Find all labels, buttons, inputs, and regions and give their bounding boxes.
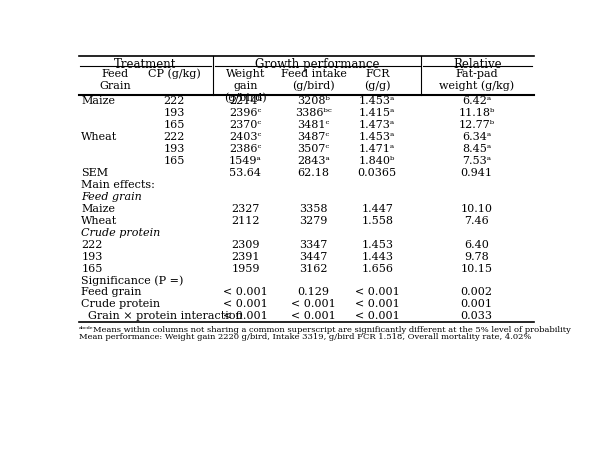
- Text: 0.033: 0.033: [460, 311, 493, 321]
- Text: 0.129: 0.129: [298, 287, 330, 297]
- Text: < 0.001: < 0.001: [223, 299, 268, 309]
- Text: 2214ᵇ: 2214ᵇ: [229, 97, 262, 106]
- Text: 0.941: 0.941: [460, 168, 493, 178]
- Text: 2112: 2112: [231, 216, 260, 226]
- Text: 222: 222: [164, 97, 185, 106]
- Text: 165: 165: [81, 263, 103, 274]
- Text: 2386ᶜ: 2386ᶜ: [229, 144, 262, 154]
- Text: Feed intake
(g/bird): Feed intake (g/bird): [281, 69, 347, 92]
- Text: 2370ᶜ: 2370ᶜ: [229, 120, 262, 130]
- Text: 1.558: 1.558: [361, 216, 393, 226]
- Text: 1.471ᵃ: 1.471ᵃ: [359, 144, 395, 154]
- Text: Growth performance: Growth performance: [256, 58, 380, 71]
- Text: 222: 222: [81, 239, 103, 250]
- Text: FCR
(g/g): FCR (g/g): [364, 69, 391, 92]
- Text: 6.34ᵃ: 6.34ᵃ: [462, 132, 491, 142]
- Text: 9.78: 9.78: [464, 252, 489, 262]
- Text: Means within columns not sharing a common superscript are significantly differen: Means within columns not sharing a commo…: [93, 326, 571, 334]
- Text: 1549ᵃ: 1549ᵃ: [229, 156, 262, 166]
- Text: 2403ᶜ: 2403ᶜ: [229, 132, 262, 142]
- Text: Significance (P =): Significance (P =): [81, 276, 184, 286]
- Text: 10.10: 10.10: [460, 204, 493, 214]
- Text: Feed grain: Feed grain: [81, 192, 142, 202]
- Text: Maize: Maize: [81, 204, 115, 214]
- Text: Fat-pad
weight (g/kg): Fat-pad weight (g/kg): [439, 69, 514, 92]
- Text: Mean performance: Weight gain 2220 g/bird, Intake 3319, g/bird FCR 1.518, Overal: Mean performance: Weight gain 2220 g/bir…: [79, 333, 531, 341]
- Text: < 0.001: < 0.001: [292, 299, 336, 309]
- Text: 193: 193: [81, 252, 103, 262]
- Text: 8.45ᵃ: 8.45ᵃ: [462, 144, 491, 154]
- Text: 12.77ᵇ: 12.77ᵇ: [458, 120, 494, 130]
- Text: 165: 165: [164, 120, 185, 130]
- Text: < 0.001: < 0.001: [223, 287, 268, 297]
- Text: Treatment: Treatment: [115, 58, 177, 71]
- Text: 11.18ᵇ: 11.18ᵇ: [458, 108, 494, 119]
- Text: 193: 193: [164, 108, 185, 119]
- Text: 3487ᶜ: 3487ᶜ: [298, 132, 330, 142]
- Text: Maize: Maize: [81, 97, 115, 106]
- Text: 1.840ᵇ: 1.840ᵇ: [359, 156, 395, 166]
- Text: 3162: 3162: [299, 263, 328, 274]
- Text: 2391: 2391: [231, 252, 260, 262]
- Text: 2309: 2309: [231, 239, 260, 250]
- Text: 3208ᵇ: 3208ᵇ: [297, 97, 330, 106]
- Text: 3507ᶜ: 3507ᶜ: [298, 144, 330, 154]
- Text: < 0.001: < 0.001: [292, 311, 336, 321]
- Text: 1.656: 1.656: [361, 263, 393, 274]
- Text: 1.473ᵃ: 1.473ᵃ: [359, 120, 395, 130]
- Text: 2396ᶜ: 2396ᶜ: [229, 108, 262, 119]
- Text: Crude protein: Crude protein: [81, 228, 160, 238]
- Text: 3347: 3347: [299, 239, 328, 250]
- Text: SEM: SEM: [81, 168, 109, 178]
- Text: Wheat: Wheat: [81, 132, 118, 142]
- Text: 0.0365: 0.0365: [358, 168, 397, 178]
- Text: 222: 222: [164, 132, 185, 142]
- Text: < 0.001: < 0.001: [355, 311, 400, 321]
- Text: 2327: 2327: [232, 204, 260, 214]
- Text: 10.15: 10.15: [460, 263, 493, 274]
- Text: 0.002: 0.002: [460, 287, 493, 297]
- Text: 3386ᵇᶜ: 3386ᵇᶜ: [295, 108, 332, 119]
- Text: 62.18: 62.18: [298, 168, 330, 178]
- Text: 3481ᶜ: 3481ᶜ: [298, 120, 330, 130]
- Text: 3447: 3447: [299, 252, 328, 262]
- Text: 1959: 1959: [231, 263, 260, 274]
- Text: Feed
Grain: Feed Grain: [100, 69, 131, 91]
- Text: Grain × protein interaction: Grain × protein interaction: [81, 311, 243, 321]
- Text: 53.64: 53.64: [229, 168, 262, 178]
- Text: < 0.001: < 0.001: [355, 299, 400, 309]
- Text: Feed grain: Feed grain: [81, 287, 142, 297]
- Text: 2843ᵃ: 2843ᵃ: [297, 156, 330, 166]
- Text: ᵃᵇᶜᵈᵉ: ᵃᵇᶜᵈᵉ: [79, 326, 94, 334]
- Text: < 0.001: < 0.001: [355, 287, 400, 297]
- Text: 165: 165: [164, 156, 185, 166]
- Text: 6.42ᵃ: 6.42ᵃ: [462, 97, 491, 106]
- Text: 1.415ᵃ: 1.415ᵃ: [359, 108, 395, 119]
- Text: 3358: 3358: [299, 204, 328, 214]
- Text: Wheat: Wheat: [81, 216, 118, 226]
- Text: < 0.001: < 0.001: [223, 311, 268, 321]
- Text: 0.001: 0.001: [460, 299, 493, 309]
- Text: Relative: Relative: [454, 58, 502, 71]
- Text: CP (g/kg): CP (g/kg): [148, 69, 200, 79]
- Text: 1.453ᵃ: 1.453ᵃ: [359, 97, 395, 106]
- Text: 193: 193: [164, 144, 185, 154]
- Text: 7.46: 7.46: [464, 216, 489, 226]
- Text: 7.53ᵃ: 7.53ᵃ: [462, 156, 491, 166]
- Text: 6.40: 6.40: [464, 239, 489, 250]
- Text: Main effects:: Main effects:: [81, 180, 155, 190]
- Text: Weight
gain
(g/bird): Weight gain (g/bird): [224, 69, 267, 103]
- Text: Crude protein: Crude protein: [81, 299, 160, 309]
- Text: 1.453ᵃ: 1.453ᵃ: [359, 132, 395, 142]
- Text: 1.443: 1.443: [361, 252, 393, 262]
- Text: 1.453: 1.453: [361, 239, 393, 250]
- Text: 1.447: 1.447: [361, 204, 393, 214]
- Text: 3279: 3279: [299, 216, 328, 226]
